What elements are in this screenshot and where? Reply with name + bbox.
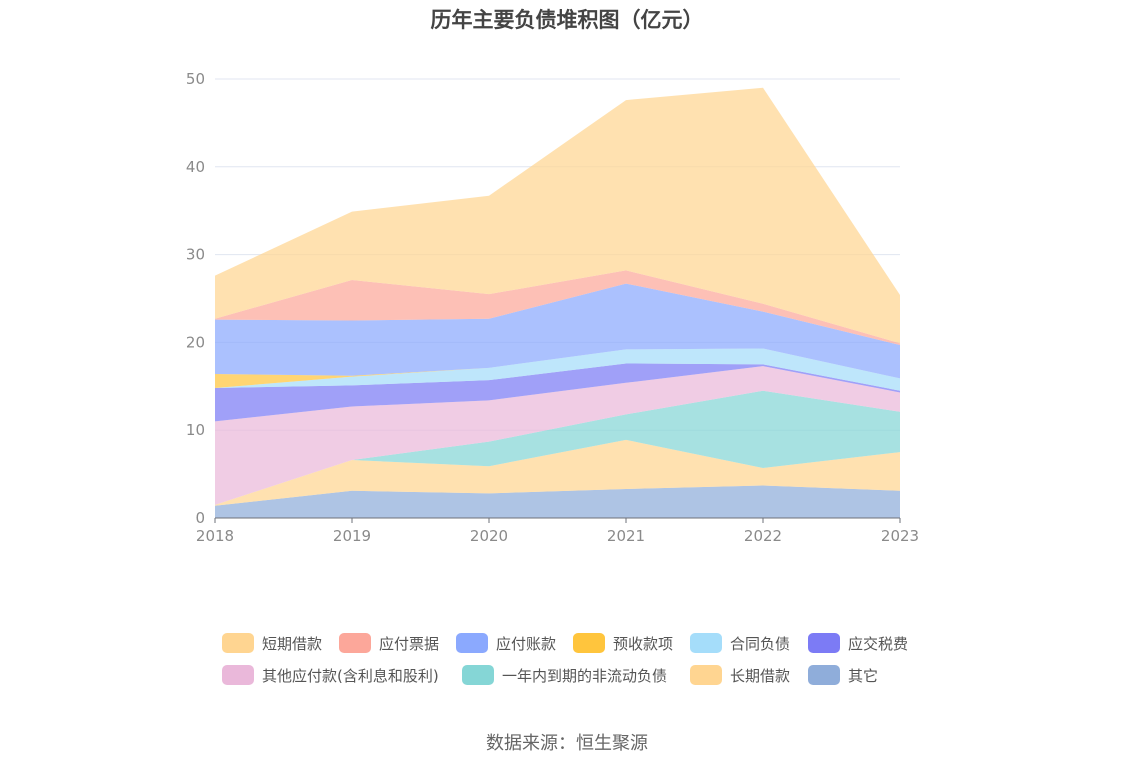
legend-label: 合同负债 bbox=[730, 634, 791, 653]
series-area-7 bbox=[215, 366, 900, 505]
legend-swatch bbox=[462, 665, 494, 685]
legend-swatch bbox=[690, 665, 722, 685]
x-tick-label: 2019 bbox=[333, 527, 371, 545]
legend-item[interactable]: 应付账款 bbox=[456, 632, 556, 654]
legend-label: 应付账款 bbox=[496, 634, 557, 653]
y-tick-label: 30 bbox=[186, 246, 205, 264]
y-tick-label: 50 bbox=[186, 70, 205, 88]
legend-label: 其他应付款(含利息和股利) bbox=[262, 666, 439, 685]
legend-label: 预收款项 bbox=[613, 634, 674, 653]
legend-item[interactable]: 应交税费 bbox=[808, 632, 908, 654]
y-tick-label: 0 bbox=[195, 509, 205, 527]
series-area-2 bbox=[215, 270, 900, 346]
legend-swatch bbox=[573, 633, 605, 653]
legend-swatch bbox=[808, 665, 840, 685]
legend-label: 应付票据 bbox=[379, 634, 440, 653]
legend-item[interactable]: 一年内到期的非流动负债 bbox=[462, 664, 667, 686]
x-tick-label: 2022 bbox=[744, 527, 782, 545]
legend-item[interactable]: 预收款项 bbox=[573, 632, 673, 654]
x-tick-label: 2023 bbox=[881, 527, 919, 545]
legend-label: 其它 bbox=[848, 666, 879, 685]
legend-item[interactable]: 其它 bbox=[808, 664, 878, 686]
legend-swatch bbox=[222, 665, 254, 685]
series-area-8 bbox=[215, 390, 900, 505]
legend-swatch bbox=[339, 633, 371, 653]
legend-label: 应交税费 bbox=[848, 634, 909, 653]
y-tick-label: 10 bbox=[186, 421, 205, 439]
x-tick-label: 2021 bbox=[607, 527, 645, 545]
legend-swatch bbox=[222, 633, 254, 653]
stacked-area-chart: 0 10 20 30 40 50 2018 2019 2020 2021 2022 2023 bbox=[186, 70, 919, 545]
legend-swatch bbox=[808, 633, 840, 653]
series-area-9 bbox=[215, 439, 900, 506]
series-area-6 bbox=[215, 363, 900, 422]
series-area-3 bbox=[215, 283, 900, 379]
series-area-10 bbox=[215, 485, 900, 518]
legend-label: 短期借款 bbox=[262, 634, 323, 653]
legend-item[interactable]: 长期借款 bbox=[690, 664, 790, 686]
legend-item[interactable]: 短期借款 bbox=[222, 632, 322, 654]
legend-item[interactable]: 其他应付款(含利息和股利) bbox=[222, 664, 439, 686]
x-tick-label: 2020 bbox=[470, 527, 508, 545]
legend-swatch bbox=[690, 633, 722, 653]
data-source-note: 数据来源：恒生聚源 bbox=[486, 733, 648, 754]
y-tick-label: 40 bbox=[186, 158, 205, 176]
y-tick-label: 20 bbox=[186, 333, 205, 351]
legend-label: 长期借款 bbox=[730, 666, 791, 685]
series-area-1 bbox=[215, 87, 900, 344]
legend-swatch bbox=[456, 633, 488, 653]
legend-label: 一年内到期的非流动负债 bbox=[502, 666, 668, 685]
x-tick-label: 2018 bbox=[196, 527, 234, 545]
series-area-5 bbox=[215, 348, 900, 391]
chart-title: 历年主要负债堆积图（亿元） bbox=[430, 8, 704, 32]
legend-item[interactable]: 合同负债 bbox=[690, 632, 790, 654]
legend-item[interactable]: 应付票据 bbox=[339, 632, 439, 654]
